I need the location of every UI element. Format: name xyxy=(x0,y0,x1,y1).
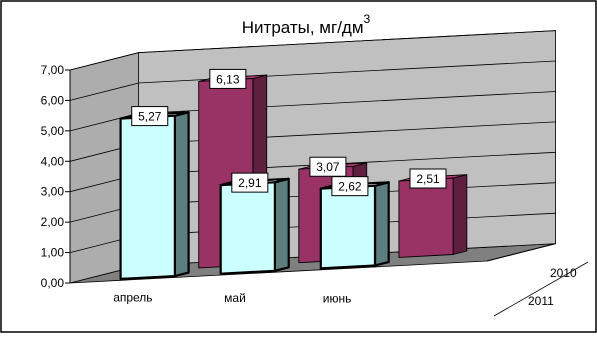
category-label: апрель xyxy=(113,290,152,304)
data-label-box xyxy=(231,172,269,193)
data-label-box xyxy=(331,176,369,197)
gridline xyxy=(69,30,556,71)
bar-side xyxy=(273,177,290,272)
data-label-box xyxy=(309,156,347,177)
data-label-box xyxy=(131,106,169,127)
data-label-text: 2,62 xyxy=(338,180,362,194)
series-axis: 2010 2011 xyxy=(486,243,589,317)
data-label-text: 6,13 xyxy=(216,72,240,86)
y-tick-label: 4,00 xyxy=(41,154,65,168)
bar xyxy=(219,181,276,275)
chart-title-superscript: 3 xyxy=(364,12,371,26)
depth-axis-edge xyxy=(493,261,589,317)
data-label-box xyxy=(409,168,447,189)
depth-axis-line xyxy=(486,243,556,262)
y-axis: 0,00 1,00 2,00 3,00 4,00 5,00 6,00 7,00 xyxy=(41,63,71,290)
y-tick-label: 3,00 xyxy=(41,185,65,199)
data-label: 2,91 xyxy=(231,172,269,193)
category-label: май xyxy=(224,291,246,305)
x-axis: апрель май июнь xyxy=(113,290,351,305)
y-tick-label: 7,00 xyxy=(41,63,65,77)
bar-side xyxy=(452,174,468,255)
bar-side xyxy=(173,111,190,278)
series-label: 2011 xyxy=(528,294,554,308)
data-label: 6,13 xyxy=(209,68,247,89)
data-label-text: 2,51 xyxy=(416,172,440,186)
data-label: 2,62 xyxy=(331,176,369,197)
bar xyxy=(319,184,377,270)
category-label: июнь xyxy=(323,292,352,306)
bar xyxy=(119,114,176,280)
bar-side xyxy=(373,181,390,267)
bar xyxy=(398,177,454,258)
y-tick-label: 5,00 xyxy=(41,124,65,138)
data-label-text: 2,91 xyxy=(238,176,262,190)
chart-title: Нитраты, мг/дм3 xyxy=(242,12,371,37)
y-tick-label: 0,00 xyxy=(41,276,65,290)
data-label-text: 5,27 xyxy=(138,110,162,124)
series-label: 2010 xyxy=(550,266,577,280)
y-tick-label: 6,00 xyxy=(41,93,65,107)
y-tick-label: 2,00 xyxy=(41,215,65,229)
bars: 6,13 3,07 2,51 5,27 2,91 2,62 xyxy=(119,68,468,280)
data-label: 2,51 xyxy=(409,168,447,189)
gridline xyxy=(69,60,556,101)
data-label-box xyxy=(209,68,247,89)
y-tick-label: 1,00 xyxy=(41,246,65,260)
data-label: 3,07 xyxy=(309,156,347,177)
data-label: 5,27 xyxy=(131,106,169,127)
data-label-text: 3,07 xyxy=(316,160,340,174)
